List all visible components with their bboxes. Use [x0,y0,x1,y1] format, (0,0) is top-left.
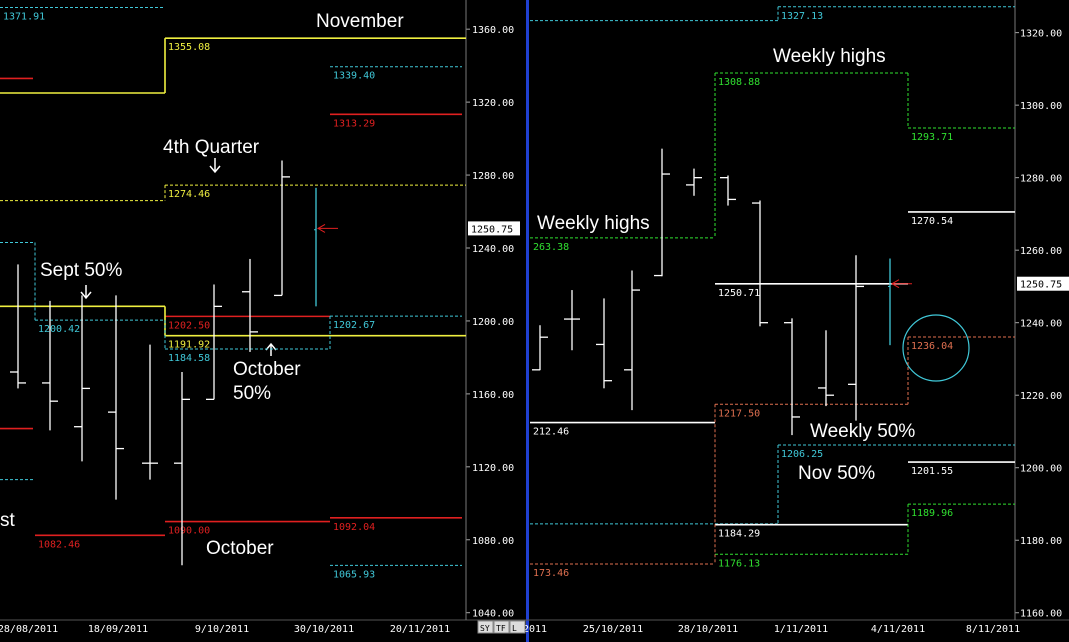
level-label: 212.46 [533,427,569,438]
x-tick-label: 2011 [523,624,547,635]
y-tick-label: 1240.00 [472,244,514,255]
level-label: 1090.00 [168,526,210,537]
annotation: Weekly highs [537,213,650,234]
y-tick-label: 1360.00 [472,25,514,36]
annotation: Sept 50% [40,260,123,281]
y-tick-label: 1240.00 [1020,319,1062,330]
annotation: October [206,538,274,559]
x-tick-label: 18/09/2011 [88,624,148,635]
x-tick-label: 9/10/2011 [195,624,249,635]
level-label: 1184.58 [168,353,210,364]
x-tick-label: 25/10/2011 [583,624,643,635]
level-label: 1308.88 [718,77,760,88]
level-label: 1371.91 [3,11,45,22]
last-price-arrow [316,223,338,233]
annotation: October 50% [233,359,301,404]
price-tag-label: 1250.75 [471,224,513,235]
panel-divider [526,0,529,642]
level-label: 1202.67 [333,320,375,331]
annotation: st [0,510,15,531]
y-tick-label: 1320.00 [1020,29,1062,40]
y-tick-label: 1280.00 [1020,174,1062,185]
y-tick-label: 1160.00 [1020,609,1062,620]
annotation: Weekly highs [773,46,886,67]
y-tick-label: 1220.00 [1020,391,1062,402]
level-label: 263.38 [533,242,569,253]
level-label: 1339.40 [333,71,375,82]
x-tick-label: 20/11/2011 [390,624,450,635]
level-label: 1065.93 [333,569,375,580]
annotation: Nov 50% [798,463,876,484]
level-label: 1206.25 [781,449,823,460]
level-label: 1201.55 [911,466,953,477]
y-tick-label: 1300.00 [1020,101,1062,112]
control-label: TF [496,624,506,633]
y-tick-label: 1080.00 [472,536,514,547]
x-tick-label: 28/08/2011 [0,624,58,635]
control-button[interactable] [493,620,510,634]
level-label: 173.46 [533,568,569,579]
level-label: 1217.50 [718,408,760,419]
level-label: 1189.96 [911,508,953,519]
control-label: L [512,624,517,633]
x-tick-label: 4/11/2011 [871,624,925,635]
y-tick-label: 1260.00 [1020,246,1062,257]
price-tag [1017,276,1069,291]
pointer-arrows [80,158,277,356]
y-tick-label: 1280.00 [472,171,514,182]
level-label: 1082.46 [38,539,80,550]
level-label: 1176.13 [718,558,760,569]
x-tick-label: 1/11/2011 [774,624,828,635]
level-label: 1202.50 [168,320,210,331]
y-tick-label: 1200.00 [1020,464,1062,475]
level-label: 1327.13 [781,11,823,22]
level-label: 1355.08 [168,42,210,53]
level-label: 1092.04 [333,522,375,533]
y-tick-label: 1180.00 [1020,536,1062,547]
x-tick-label: 28/10/2011 [678,624,738,635]
control-label: SY [480,624,490,633]
level-label: 1250.71 [718,288,760,299]
y-tick-label: 1200.00 [472,317,514,328]
level-label: 1236.04 [911,341,953,352]
y-tick-label: 1040.00 [472,609,514,620]
level-label: 1200.42 [38,324,80,335]
y-tick-label: 1160.00 [472,390,514,401]
level-label: 1270.54 [911,216,953,227]
control-button[interactable] [509,620,526,634]
x-tick-label: 30/10/2011 [294,624,354,635]
annotation: November [316,11,404,32]
last-price-arrow [890,279,912,289]
y-tick-label: 1120.00 [472,463,514,474]
level-label: 1184.29 [718,529,760,540]
price-tag-label: 1250.75 [1020,280,1062,291]
price-tag [468,221,520,236]
level-label: 1293.71 [911,132,953,143]
level-label: 1191.92 [168,340,210,351]
control-button[interactable] [477,620,494,634]
annotation: Weekly 50% [810,421,916,442]
level-label: 1274.46 [168,189,210,200]
highlight-circle [902,314,970,382]
level-label: 1313.29 [333,118,375,129]
annotation: 4th Quarter [163,137,260,158]
y-tick-label: 1320.00 [472,98,514,109]
x-tick-label: 8/11/2011 [966,624,1020,635]
